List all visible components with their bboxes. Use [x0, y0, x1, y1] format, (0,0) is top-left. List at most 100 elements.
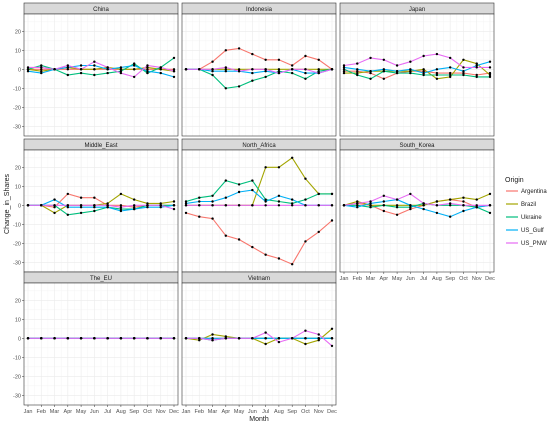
data-point — [475, 198, 478, 201]
x-tick-label: Nov — [472, 276, 482, 282]
data-point — [159, 202, 162, 205]
points-us-pnw — [342, 52, 492, 69]
data-point — [53, 68, 56, 71]
data-point — [106, 337, 109, 340]
series-line — [28, 193, 175, 214]
data-point — [264, 198, 267, 201]
data-point — [224, 337, 228, 340]
series-us-gulf — [28, 198, 175, 212]
data-point — [40, 70, 43, 73]
data-point — [172, 56, 176, 60]
data-point — [304, 177, 307, 180]
data-point — [251, 68, 254, 71]
data-point — [224, 234, 228, 237]
data-point — [488, 204, 492, 207]
data-point — [93, 68, 96, 71]
x-tick-label: Apr — [64, 409, 73, 415]
data-point — [382, 204, 386, 207]
series-us-pnw — [28, 204, 175, 210]
data-point — [304, 71, 307, 75]
y-tick-label: -20 — [13, 374, 21, 380]
x-tick-label: Aug — [116, 409, 126, 415]
data-point — [317, 70, 320, 73]
data-point — [106, 71, 109, 75]
data-point — [448, 198, 452, 201]
x-tick-label: Mar — [366, 276, 376, 282]
series-us-gulf — [343, 61, 491, 74]
legend-title: Origin — [505, 177, 524, 184]
data-point — [422, 70, 425, 73]
data-point — [146, 70, 149, 73]
x-tick-label: Dec — [169, 409, 179, 415]
data-point — [224, 68, 228, 71]
data-point — [448, 202, 452, 205]
data-point — [93, 204, 96, 207]
data-point — [93, 196, 96, 199]
data-point — [264, 70, 267, 73]
data-point — [40, 66, 43, 69]
data-point — [172, 68, 176, 71]
x-tick-label: Jun — [90, 409, 99, 415]
data-point — [395, 213, 399, 216]
gridlines — [182, 283, 336, 405]
data-point — [53, 337, 56, 340]
series-line — [343, 61, 491, 74]
data-point — [448, 71, 452, 75]
series-line — [28, 61, 175, 78]
legend-label: US_Gulf — [521, 228, 544, 234]
points-us-pnw — [184, 204, 334, 207]
data-point — [330, 192, 334, 196]
series-argentina — [186, 47, 333, 70]
data-point — [475, 62, 478, 65]
data-point — [224, 66, 228, 69]
data-point — [277, 200, 281, 203]
data-point — [462, 73, 465, 77]
data-point — [119, 66, 123, 69]
points-us-pnw — [184, 329, 334, 348]
data-point — [184, 204, 188, 207]
data-point — [146, 206, 149, 209]
data-point — [264, 337, 267, 340]
series-us-gulf — [343, 199, 491, 218]
data-point — [317, 204, 320, 207]
data-point — [66, 206, 70, 209]
data-point — [159, 66, 162, 69]
data-point — [119, 71, 123, 75]
data-point — [66, 337, 70, 340]
data-point — [395, 70, 399, 73]
data-point — [211, 68, 214, 71]
data-point — [409, 70, 412, 73]
data-point — [356, 73, 359, 77]
data-point — [237, 190, 241, 194]
data-point — [79, 204, 83, 207]
data-point — [356, 202, 359, 205]
legend-item-us-pnw: US_PNW — [506, 241, 547, 247]
data-point — [79, 196, 83, 199]
data-point — [264, 253, 267, 256]
data-point — [462, 66, 465, 69]
data-point — [290, 337, 294, 340]
panel-title: Middle_East — [84, 143, 117, 149]
data-point — [132, 207, 136, 211]
data-point — [277, 337, 281, 340]
data-point — [317, 337, 320, 340]
data-point — [93, 73, 96, 77]
data-point — [211, 200, 214, 203]
series-line — [343, 68, 490, 80]
series-us-pnw — [186, 330, 333, 347]
data-point — [211, 217, 214, 220]
x-tick-label: Dec — [485, 276, 495, 282]
data-point — [172, 75, 176, 79]
data-point — [435, 77, 439, 81]
data-point — [488, 73, 492, 77]
data-point — [488, 60, 492, 63]
x-tick-label: Feb — [195, 409, 204, 415]
data-point — [422, 68, 425, 71]
data-point — [237, 337, 241, 340]
x-tick-label: May — [234, 409, 245, 415]
panel-title: North_Africa — [242, 143, 276, 149]
panel-border — [181, 13, 337, 137]
data-point — [172, 337, 176, 340]
data-point — [106, 66, 109, 69]
